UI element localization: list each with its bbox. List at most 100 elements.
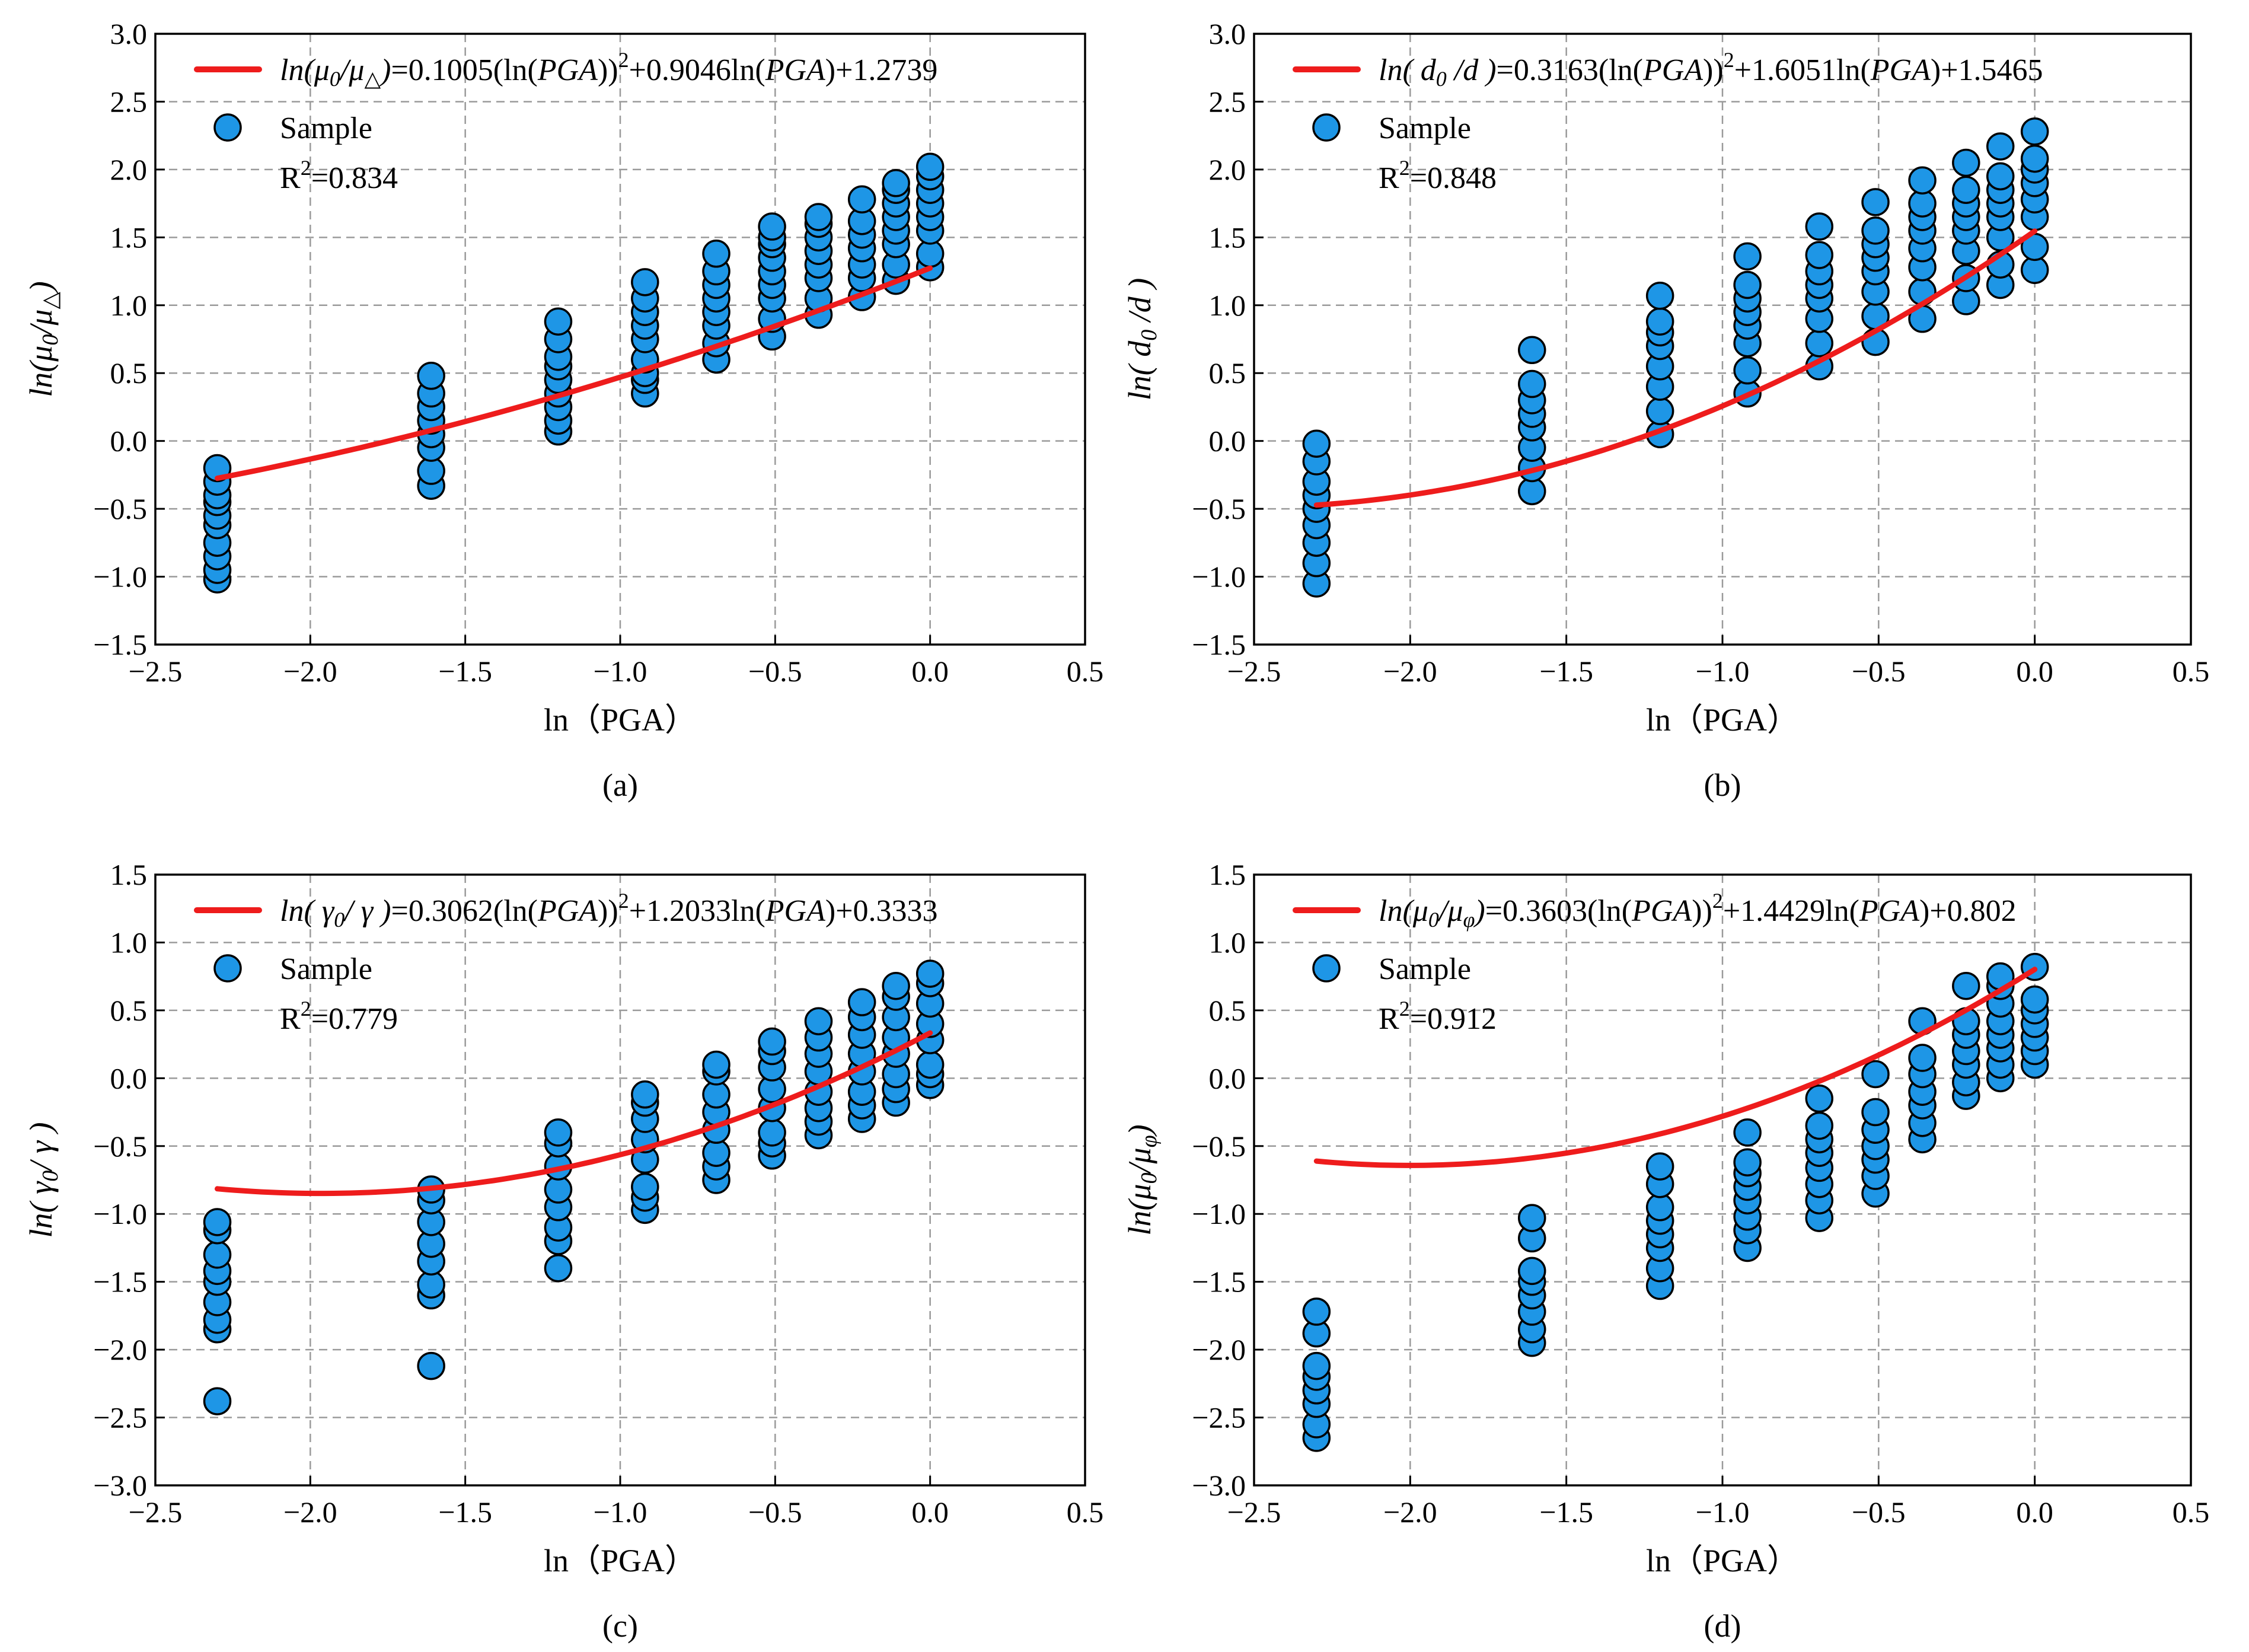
legend-pga: PGA	[1870, 53, 1931, 87]
sample-point	[544, 1118, 573, 1147]
sample-point	[702, 240, 730, 268]
legend-coef-a: =0.3062(ln(	[391, 894, 538, 928]
y-tick-label: −1.5	[93, 628, 147, 661]
sample-point	[915, 1050, 945, 1079]
sample-point	[203, 1208, 232, 1236]
x-tick-label: −2.5	[1227, 655, 1281, 688]
sample-point	[1733, 242, 1762, 271]
r2-symbol: R	[280, 1002, 301, 1036]
legend-subscript: φ	[1463, 908, 1475, 932]
y-tick-label: 1.0	[110, 926, 148, 959]
sample-points	[203, 152, 945, 594]
legend-ln: ln(	[280, 53, 315, 87]
y-tick-label: −0.5	[1192, 1130, 1246, 1163]
sample-point	[847, 185, 876, 213]
sample-point	[1733, 1148, 1762, 1176]
legend-sample-marker	[213, 113, 242, 142]
sample-point	[882, 169, 910, 197]
legend-sample-label: Sample	[280, 111, 372, 145]
ylabel-subscript: 0	[1137, 1173, 1162, 1184]
x-tick-label: −1.5	[1539, 1495, 1593, 1529]
y-tick-label: −1.5	[1192, 1265, 1246, 1299]
y-tick-label: 1.0	[1209, 289, 1246, 322]
legend-pga: PGA	[1642, 53, 1703, 87]
sample-point	[1517, 336, 1546, 365]
x-tick-label: −1.5	[1539, 655, 1593, 688]
x-tick-label: 0.0	[2016, 1495, 2053, 1529]
y-tick-label: 1.5	[110, 858, 148, 891]
r2-value: =0.912	[1410, 1002, 1497, 1036]
x-tick-label: −0.5	[1852, 655, 1906, 688]
legend-coef-a: =0.3163(ln(	[1497, 53, 1643, 87]
chart-panel-d: −2.5 −2.0 −1.5 −1.0 −0.5 0.0 0.5−3.0−2.5−2.0−1…	[1122, 858, 2209, 1644]
legend-symbol: μ	[1412, 894, 1428, 928]
x-tick-label: −2.0	[1383, 1495, 1437, 1529]
sample-point	[1302, 429, 1331, 458]
legend-subscript: △	[364, 67, 381, 91]
sample-point	[758, 212, 786, 241]
legend-pga: PGA	[537, 53, 598, 87]
y-tick-label: 0.5	[1209, 994, 1246, 1027]
sample-point	[544, 307, 573, 336]
sample-point	[758, 1118, 786, 1147]
y-tick-label: −1.0	[93, 1197, 147, 1230]
legend-sample-label: Sample	[280, 952, 372, 986]
r2-superscript: 2	[301, 997, 311, 1020]
legend-paren: ))	[1703, 53, 1724, 87]
ylabel-slash: /	[23, 323, 59, 336]
y-tick-label: −3.0	[93, 1469, 147, 1502]
r2-superscript: 2	[301, 156, 311, 180]
y-tick-label: 2.0	[110, 153, 148, 186]
panel-caption: (d)	[1704, 1608, 1741, 1644]
legend-coef-a: =0.1005(ln(	[391, 53, 537, 87]
x-axis-label: ln（PGA）	[544, 702, 697, 738]
fit-curve	[1313, 228, 2038, 508]
legend-coef-c: )+1.2739	[825, 53, 938, 87]
legend-subscript: 0	[1436, 67, 1447, 91]
x-tick-label: 0.5	[2173, 1495, 2210, 1529]
ylabel-ln: ln(	[1122, 357, 1157, 401]
y-tick-label: −2.0	[93, 1333, 147, 1366]
y-tick-label: −2.0	[1192, 1333, 1246, 1366]
sample-point	[631, 268, 659, 296]
sample-point	[882, 971, 910, 1000]
legend-paren: ))	[598, 894, 618, 928]
sample-point	[1861, 216, 1890, 245]
legend-coef-b: +1.6051ln(	[1734, 53, 1871, 87]
sample-point	[1861, 1098, 1890, 1127]
sample-point	[1645, 282, 1674, 310]
sample-point	[631, 1080, 659, 1109]
legend-ln: ln(	[280, 894, 322, 928]
x-tick-label: −0.5	[748, 655, 802, 688]
sample-point	[1517, 1256, 1546, 1286]
legend-symbol: μ	[314, 53, 330, 87]
r-squared-label: R2=0.834	[280, 156, 398, 195]
legend-superscript: 2	[618, 889, 629, 913]
r2-value: =0.834	[311, 161, 398, 195]
ylabel-ln: ln(	[23, 360, 59, 397]
y-tick-label: −1.0	[1192, 560, 1246, 594]
x-tick-label: −1.0	[594, 655, 647, 688]
chart-panel-b: −2.5 −2.0 −1.5 −1.0 −0.5 0.0 0.5 −1.5 −1.0 −0.5 0.…	[1122, 17, 2209, 803]
x-tick-label: −2.5	[129, 1495, 183, 1529]
sample-point	[1986, 132, 2015, 161]
ylabel-symbol: d	[1122, 296, 1157, 312]
legend-symbol: μ	[348, 53, 364, 87]
legend-coef-c: )+0.3333	[825, 894, 938, 928]
fit-curve	[215, 1030, 933, 1197]
y-tick-label: 3.0	[1209, 17, 1246, 50]
y-tick-label: −2.5	[1192, 1401, 1246, 1434]
panel-caption: (b)	[1704, 767, 1741, 803]
sample-point	[1908, 1044, 1937, 1072]
y-tick-label: −0.5	[93, 1130, 147, 1163]
legend-paren: )	[1478, 53, 1496, 87]
fit-curve	[1313, 967, 2038, 1168]
y-tick-label: 0.0	[110, 1061, 148, 1095]
legend-fit-label: ln( γ0/ γ )=0.3062(ln(PGA))2+1.2033ln(PG…	[280, 889, 938, 932]
y-tick-label: −1.5	[1192, 628, 1246, 661]
sample-point	[1733, 356, 1762, 385]
r-squared-label: R2=0.912	[1379, 997, 1497, 1036]
y-tick-label: 1.0	[1209, 926, 1246, 959]
y-tick-label: 1.5	[1209, 858, 1246, 891]
x-tick-label: −1.5	[438, 655, 492, 688]
